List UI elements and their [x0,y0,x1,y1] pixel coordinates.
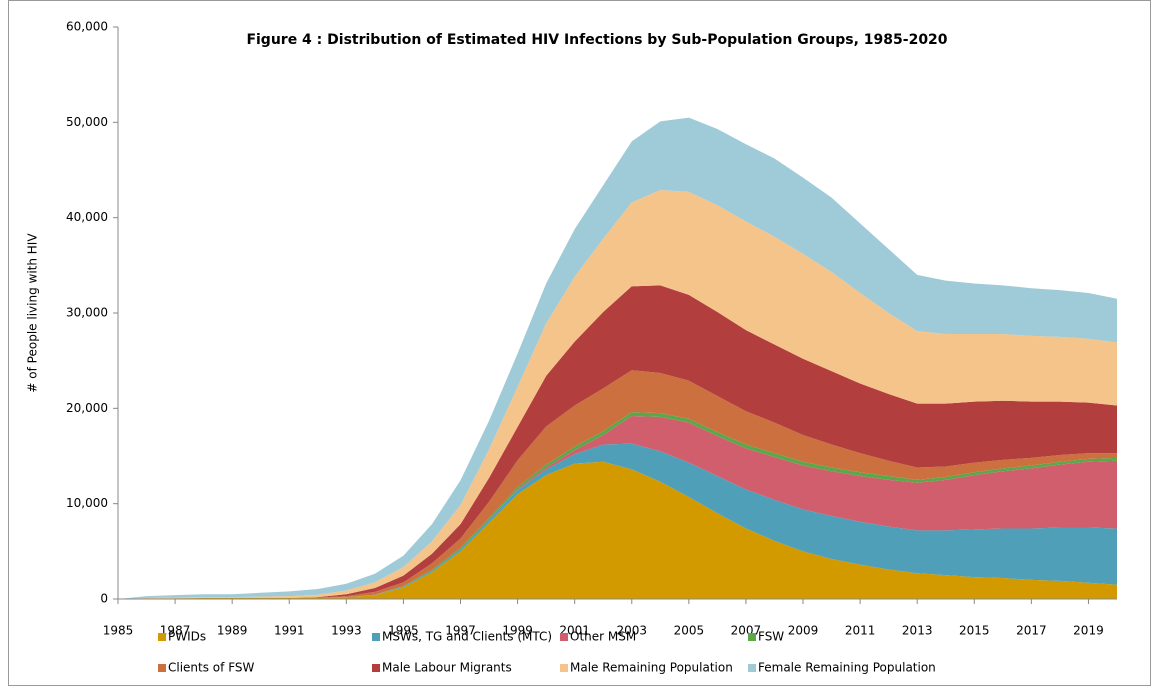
y-tick-label: 50,000 [66,115,108,129]
y-tick-label: 10,000 [66,496,108,510]
x-tick-label: 2003 [616,624,647,638]
x-tick-label: 1985 [103,624,134,638]
legend-label: Male Remaining Population [570,661,733,675]
x-tick-label: 2015 [959,624,990,638]
y-tick-label: 40,000 [66,210,108,224]
legend-swatch [560,664,568,672]
x-tick-label: 2019 [1073,624,1104,638]
y-tick-label: 30,000 [66,306,108,320]
area [118,370,1117,599]
legend-label: Clients of FSW [168,661,254,675]
x-tick-label: 2007 [731,624,762,638]
x-tick-label: 1989 [217,624,248,638]
x-tick-label: 2013 [902,624,933,638]
legend-label: Other MSM [570,630,636,644]
x-tick-label: 2009 [788,624,819,638]
area [118,415,1117,599]
x-tick-label: 1987 [160,624,191,638]
legend-swatch [372,633,380,641]
legend-swatch [560,633,568,641]
chart-title: Figure 4 : Distribution of Estimated HIV… [246,32,947,48]
area [118,285,1117,599]
legend-swatch [748,633,756,641]
y-tick-label: 20,000 [66,401,108,415]
area [118,190,1117,599]
area [118,443,1117,599]
legend-label: Female Remaining Population [758,661,936,675]
x-tick-label: 1999 [502,624,533,638]
area [118,117,1117,600]
legend-swatch [372,664,380,672]
x-tick-label: 2017 [1016,624,1047,638]
y-tick-label: 0 [100,592,108,606]
x-tick-label: 1995 [388,624,419,638]
legend-label: MSWs, TG and Clients (MTC) [382,630,552,644]
x-tick-label: 2005 [674,624,705,638]
x-tick-label: 1993 [331,624,362,638]
x-tick-label: 1991 [274,624,305,638]
legend-swatch [158,664,166,672]
y-axis-label: # of People living with HIV [26,233,40,393]
legend-label: PWIDs [168,630,206,644]
area [118,461,1117,599]
legend-swatch [158,633,166,641]
x-tick-label: 1997 [445,624,476,638]
x-tick-label: 2011 [845,624,876,638]
y-tick-label: 60,000 [66,20,108,34]
legend-swatch [748,664,756,672]
legend-label: Male Labour Migrants [382,661,512,675]
legend-label: FSW [758,630,784,644]
